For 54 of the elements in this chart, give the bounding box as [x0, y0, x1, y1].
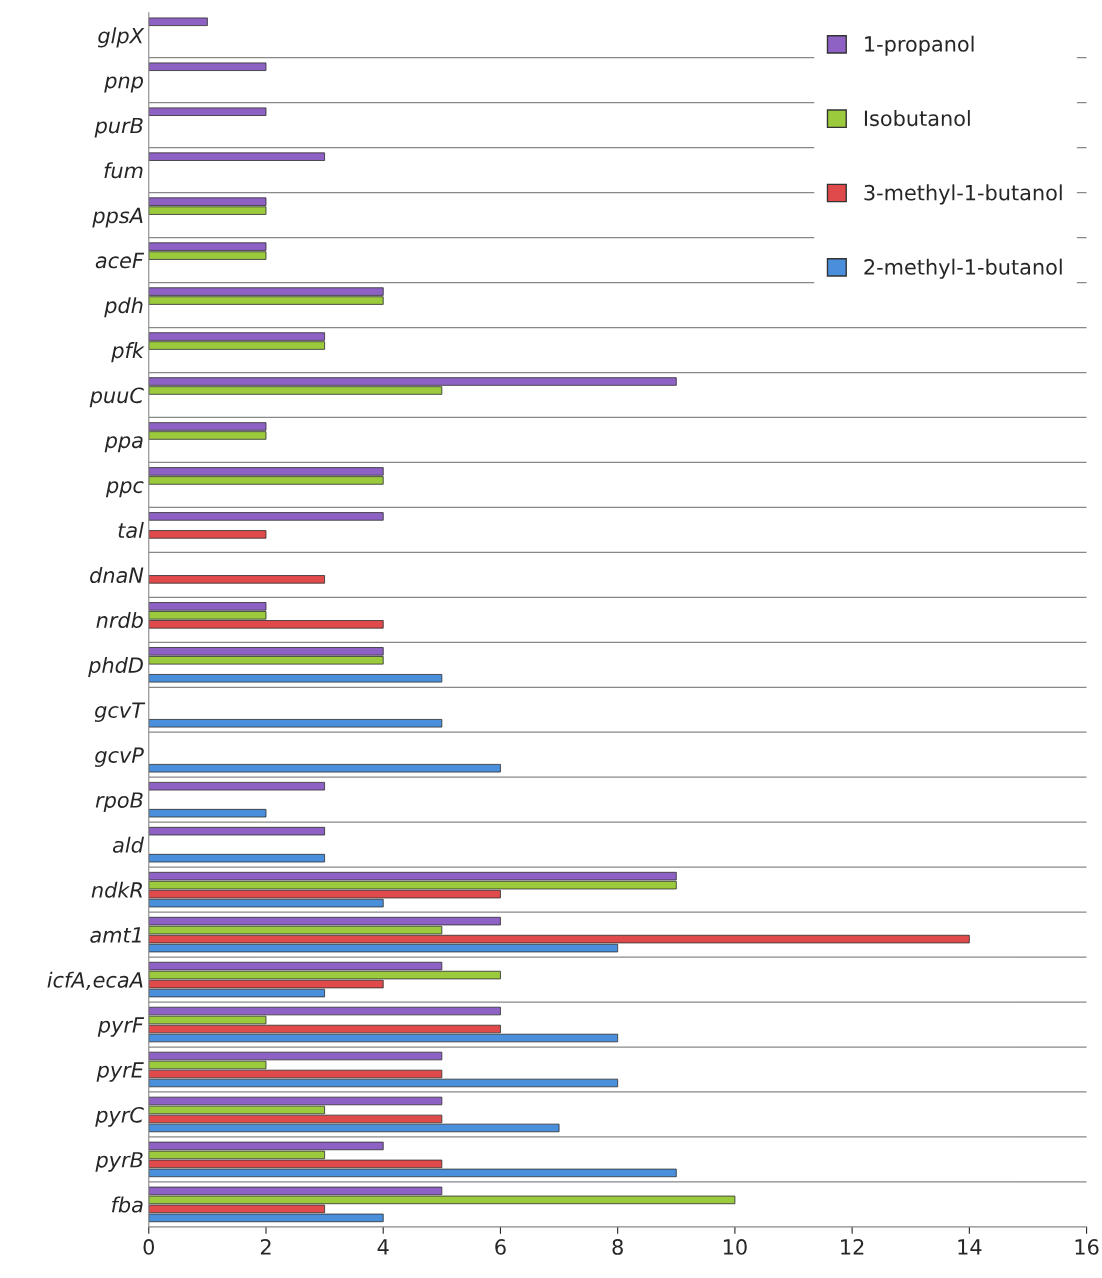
bar [148, 512, 384, 521]
y-tick-label: ndkR [91, 881, 142, 898]
y-tick-label: gcvT [94, 702, 146, 723]
y-tick-label: aceF [95, 252, 145, 269]
y-tick-label: puuC [89, 387, 144, 408]
x-tick-label: 6 [495, 1239, 506, 1255]
y-tick-label: fum [104, 162, 143, 179]
legend-label: Isobutanol [864, 110, 970, 127]
y-tick-label: pyrC [95, 1106, 144, 1127]
bar [148, 107, 267, 116]
x-tick-label: 4 [377, 1239, 389, 1255]
y-tick-label: pnp [104, 76, 143, 93]
y-tick-label: tal [118, 521, 144, 539]
y-tick-label: pyrF [97, 1017, 145, 1037]
bar [148, 152, 326, 161]
y-tick-label: phdD [88, 656, 143, 678]
y-tick-label: nrdb [96, 611, 143, 629]
bar [148, 781, 326, 791]
legend-label: 1-propanol [865, 35, 974, 56]
bar [148, 17, 208, 27]
y-tick-label: gcvP [95, 747, 144, 767]
bar [148, 530, 267, 539]
bar [148, 62, 267, 71]
y-tick-label: pdh [104, 297, 143, 318]
y-tick-label: pyrE [96, 1062, 144, 1082]
y-tick-label: ppsA [92, 207, 143, 228]
y-tick-label: ppa [104, 436, 143, 453]
bar [148, 826, 326, 836]
legend-label: 3-methyl-1-butanol [864, 184, 1062, 205]
x-tick-label: 12 [841, 1239, 864, 1255]
bar [148, 853, 326, 863]
y-tick-label: pyrB [95, 1152, 143, 1172]
y-tick-label: fba [111, 1196, 143, 1213]
legend-label: 2-methyl-1-butanol [864, 258, 1062, 279]
bar [148, 575, 326, 584]
y-tick-label: dnaN [90, 566, 144, 584]
y-tick-label: ppc [105, 481, 144, 498]
bar [148, 763, 501, 773]
x-tick-label: 8 [612, 1239, 623, 1255]
x-tick-label: 10 [723, 1239, 747, 1255]
x-tick-label: 14 [958, 1239, 982, 1255]
bar [148, 674, 443, 683]
bar [148, 808, 267, 818]
y-tick-label: purB [94, 117, 143, 138]
x-tick-label: 16 [1075, 1239, 1099, 1255]
y-tick-label: pfk [111, 342, 145, 363]
y-tick-label: amt1 [90, 927, 141, 943]
x-tick-label: 2 [260, 1239, 271, 1255]
y-tick-label: glpX [98, 27, 145, 48]
y-tick-label: rpoB [95, 792, 143, 812]
y-tick-label: icfA,ecaA [47, 971, 143, 990]
y-tick-label: ald [112, 836, 144, 853]
bar [148, 719, 443, 728]
x-tick-label: 0 [143, 1239, 155, 1255]
